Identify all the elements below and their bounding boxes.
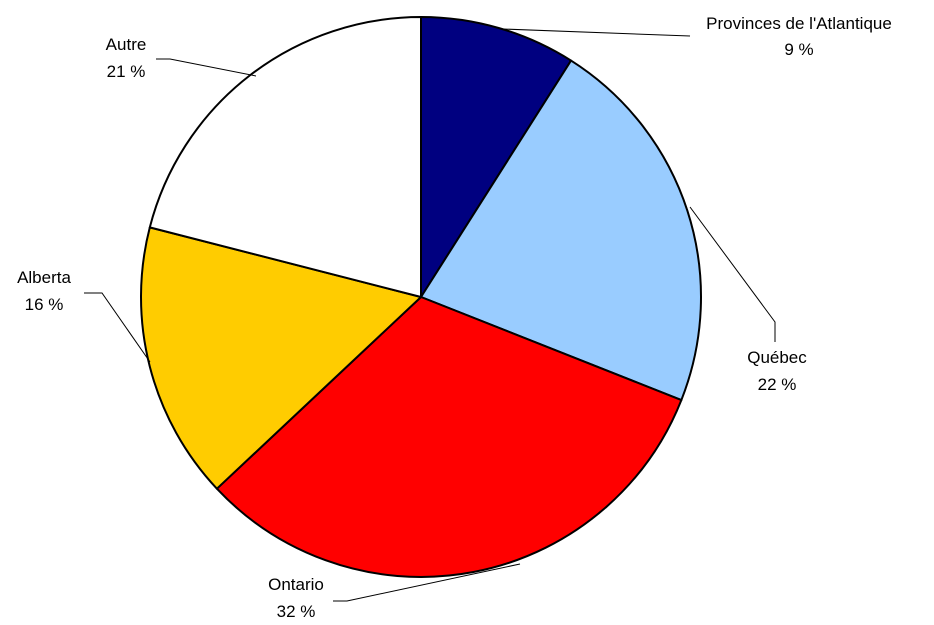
slice-value-quebec: 22 % [758,375,797,394]
slice-alberta [140,226,422,490]
slice-label-quebec: Québec 22 % [747,348,807,394]
slice-value-atlantic: 9 % [784,40,813,59]
slice-atlantic [420,16,573,298]
leader-line-alberta [84,292,151,363]
slice-name-quebec: Québec [747,348,807,367]
slice-ontario [215,296,683,578]
slice-value-alberta: 16 % [25,295,64,314]
slice-label-atlantic: Provinces de l'Atlantique 9 % [706,14,892,59]
leader-lines [84,28,776,602]
slice-label-autre: Autre 21 % [106,35,147,81]
slice-name-autre: Autre [106,35,147,54]
leader-line-autre [156,58,257,77]
slice-name-alberta: Alberta [17,268,71,287]
leader-line-ontario [333,563,521,602]
slice-value-ontario: 32 % [277,602,316,621]
leader-line-quebec [689,206,776,342]
slice-label-alberta: Alberta 16 % [17,268,71,314]
pie-slices [140,16,702,578]
slice-value-autre: 21 % [107,62,146,81]
leader-line-atlantic [502,28,691,37]
slice-quebec [420,59,702,402]
slice-autre [148,16,422,298]
slice-label-ontario: Ontario 32 % [268,575,324,621]
slice-name-atlantic: Provinces de l'Atlantique [706,14,892,33]
slice-name-ontario: Ontario [268,575,324,594]
